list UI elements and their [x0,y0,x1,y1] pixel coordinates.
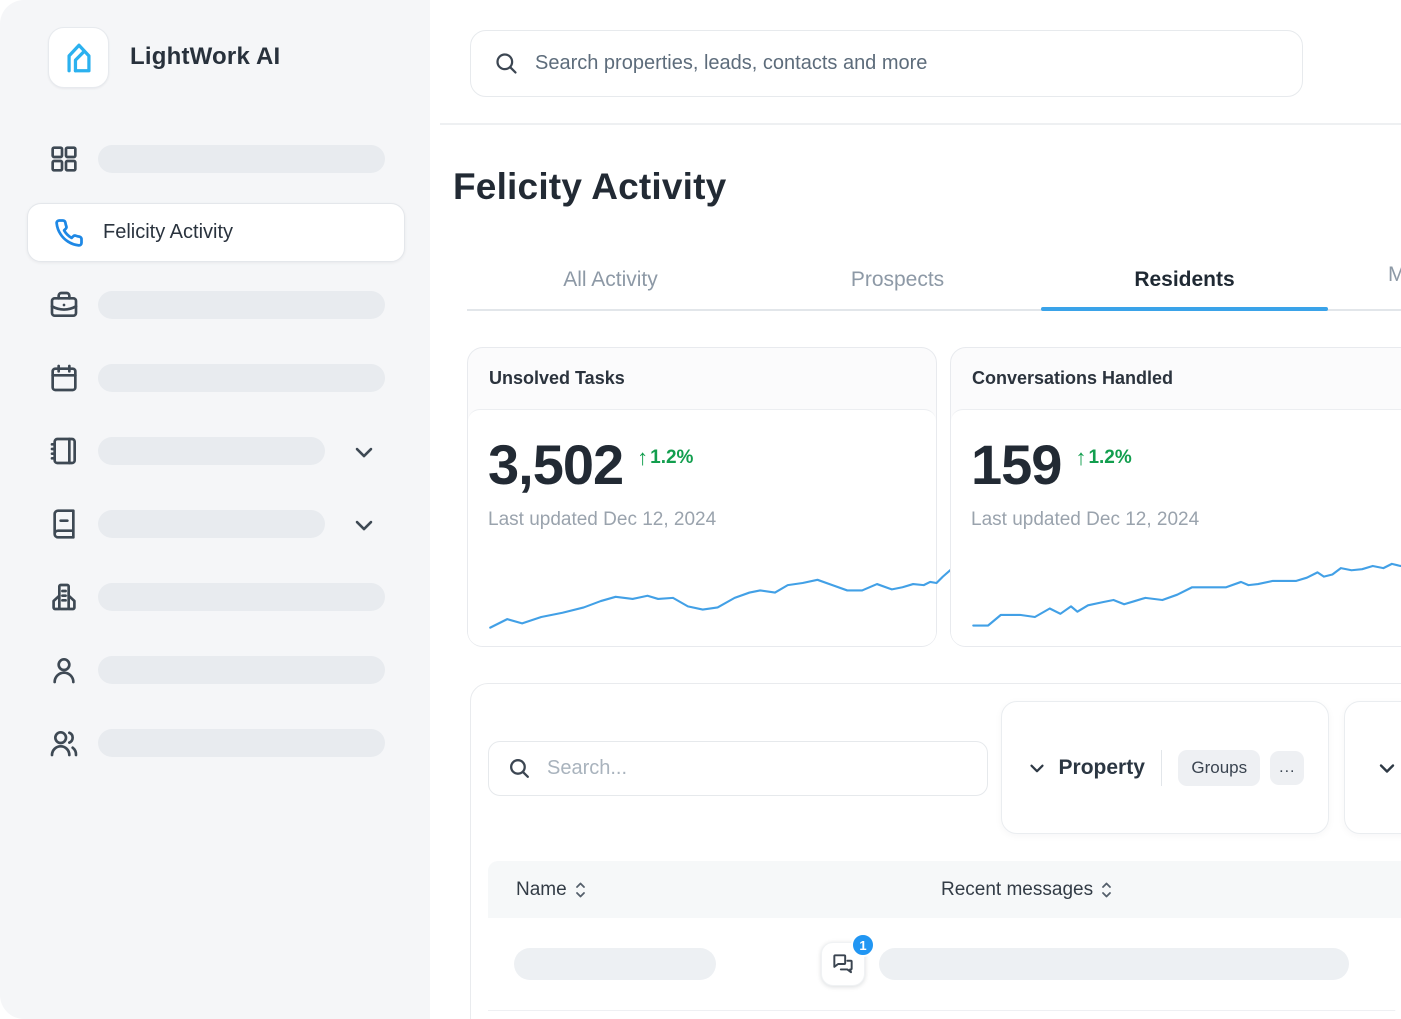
sidebar-item-notebook[interactable] [0,431,430,471]
building-icon [48,581,80,613]
tab-all-activity[interactable]: All Activity [563,267,658,291]
stat-updated: Last updated Dec 12, 2024 [971,509,1200,530]
stat-body: 3,502 ↑ 1.2% Last updated Dec 12, 2024 [468,409,953,646]
table-header: Name Recent messages [488,861,1401,918]
search-icon [493,50,520,77]
stat-delta: ↑ 1.2% [1075,445,1132,470]
main-content: Felicity Activity All Activity Prospects… [430,0,1401,1019]
nav-placeholder-bar [98,145,385,173]
more-button[interactable]: ... [1270,750,1305,785]
secondary-filter[interactable] [1344,701,1401,834]
app-name: LightWork AI [130,43,281,70]
global-search[interactable] [470,30,1303,97]
property-filter[interactable]: Property Groups ... [1001,701,1329,834]
stat-card-conversations-handled: Conversations Handled 159 ↑ 1.2% Last up… [950,347,1401,647]
nav-placeholder-bar [98,510,325,538]
home-icon [62,41,96,75]
stat-value: 3,502 [488,433,624,496]
column-header-name[interactable]: Name [516,861,587,918]
arrow-up-icon: ↑ [637,445,649,470]
tab-bar: All Activity Prospects Residents [467,250,1401,311]
chevron-down-icon[interactable] [350,438,378,466]
sidebar-item-user[interactable] [0,650,430,690]
sparkline-chart [489,568,953,629]
app-logo[interactable] [48,27,109,88]
sidebar-item-label: Felicity Activity [103,221,234,243]
sidebar-item-book[interactable] [0,504,430,544]
unread-badge: 1 [851,933,875,957]
page-title: Felicity Activity [453,166,727,207]
sidebar-item-calendar[interactable] [0,358,430,398]
stat-title: Unsolved Tasks [489,368,625,388]
calendar-icon [48,362,80,394]
nav-placeholder-bar [98,583,385,611]
sidebar-item-users[interactable] [0,723,430,763]
tab-prospects[interactable]: Prospects [850,267,945,291]
grid-icon [48,143,80,175]
chat-bubbles-icon [830,951,856,977]
stat-title: Conversations Handled [972,368,1174,388]
tab-residents[interactable]: Residents [1041,250,1328,311]
nav-placeholder-bar [98,437,325,465]
sidebar: LightWork AI Felicity Activity [0,0,430,1019]
nav-placeholder-bar [98,291,385,319]
message-placeholder-bar [879,948,1349,980]
sparkline-chart [972,562,1401,627]
notebook-icon [48,435,80,467]
column-header-recent-messages[interactable]: Recent messages [941,861,1113,918]
table-row[interactable]: 1 [488,918,1401,1011]
nav-placeholder-bar [98,364,385,392]
name-placeholder-bar [514,948,716,980]
nav-placeholder-bar [98,729,385,757]
users-icon [48,727,80,759]
sort-icon [574,880,587,900]
stat-value: 159 [971,433,1062,496]
arrow-up-icon: ↑ [1075,445,1087,470]
phone-icon [54,218,84,248]
chevron-down-icon[interactable] [350,511,378,539]
groups-button[interactable]: Groups [1178,749,1261,786]
chevron-down-icon[interactable] [1375,756,1399,780]
chevron-down-icon[interactable] [1026,757,1048,779]
nav-placeholder-bar [98,656,385,684]
book-icon [48,508,80,540]
sidebar-item-felicity-activity[interactable]: Felicity Activity [27,203,405,262]
sort-icon [1100,880,1113,900]
list-search-input[interactable] [547,757,987,780]
property-filter-label: Property [1058,755,1145,779]
list-search[interactable] [488,741,988,796]
global-search-input[interactable] [535,52,1302,75]
stat-delta: ↑ 1.2% [637,445,694,470]
tab-clipped[interactable]: M [1388,263,1401,286]
residents-list-card: Property Groups ... Name [470,683,1401,1019]
filter-divider [1160,749,1163,786]
stat-card-unsolved-tasks: Unsolved Tasks 3,502 ↑ 1.2% Last updated… [467,347,953,647]
stat-body: 159 ↑ 1.2% Last updated Dec 12, 2024 [951,409,1401,646]
sidebar-item-building[interactable] [0,577,430,617]
header-divider [440,123,1401,125]
stat-updated: Last updated Dec 12, 2024 [488,509,717,530]
user-icon [48,654,80,686]
search-icon [507,756,532,781]
chat-button[interactable]: 1 [821,933,875,986]
briefcase-icon [48,289,80,321]
sidebar-item-dashboard[interactable] [0,139,430,179]
sidebar-item-properties[interactable] [0,285,430,325]
active-tab-underline [1041,307,1328,311]
